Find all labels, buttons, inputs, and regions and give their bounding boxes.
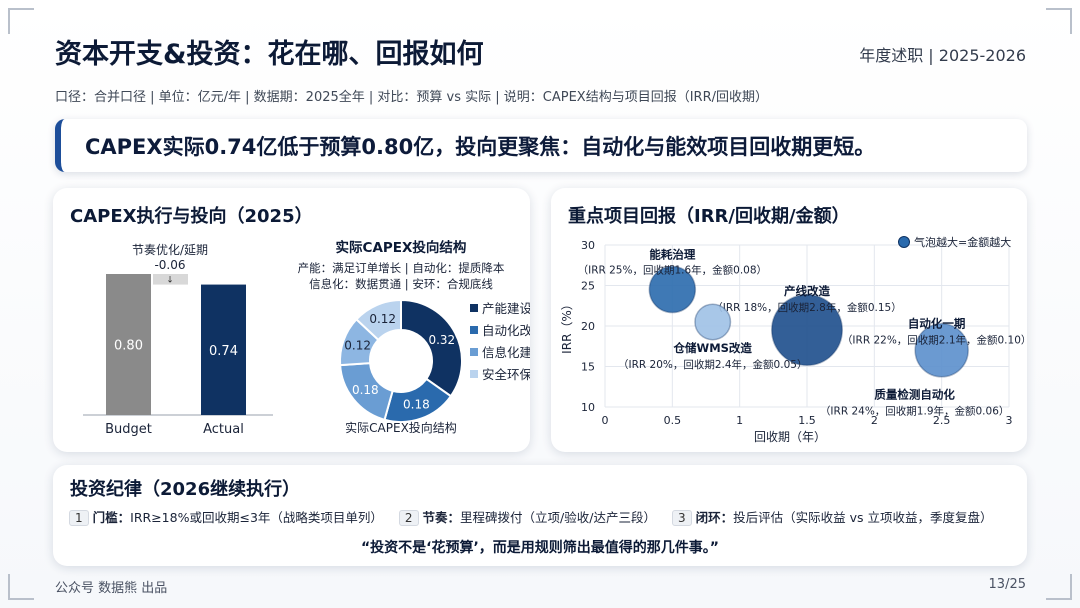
capex-card-title: CAPEX执行与投向（2025） — [70, 206, 313, 227]
legend-label: 安全环保 — [482, 367, 530, 382]
discipline-quote: “投资不是‘花预算’，而是用规则筛出最值得的那几件事。” — [360, 540, 720, 556]
bubble-desc-label: （IRR 22%，回收期2.1年，金额0.10） — [842, 333, 1027, 346]
headline-box: CAPEX实际0.74亿低于预算0.80亿，投向更聚焦：自动化与能效项目回收期更… — [55, 119, 1027, 172]
x-tick-label: 3 — [1006, 414, 1013, 427]
y-axis-label: IRR（%） — [560, 298, 574, 354]
gap-bar — [153, 274, 188, 285]
rule-text: IRR≥18%或回收期≤3年（战略类项目单列） — [130, 510, 383, 525]
donut-note: 产能：满足订单增长 | 自动化：提质降本 — [298, 261, 505, 275]
discipline-rules: 1 门槛：IRR≥18%或回收期≤3年（战略类项目单列） 2 节奏：里程碑拨付（立项… — [69, 507, 1004, 526]
corner-ornament — [8, 8, 34, 34]
donut-slice — [355, 298, 402, 342]
x-tick-label: 2.5 — [933, 414, 951, 427]
rule-label: 节奏： — [422, 510, 461, 525]
bar-value-label: 0.74 — [209, 344, 238, 359]
bar-value-label: 0.80 — [114, 339, 143, 354]
legend-label: 自动化改造 — [482, 323, 530, 338]
capex-card: CAPEX执行与投向（2025） ↓ 节奏优化/延期 -0.06 0.80 0.… — [53, 188, 530, 452]
legend-text: 气泡越大=金额越大 — [914, 235, 1011, 249]
page-subtitle: 口径：合并口径 | 单位：亿元/年 | 数据期：2025全年 | 对比：预算 v… — [55, 90, 768, 105]
rule-item: 1 门槛：IRR≥18%或回收期≤3年（战略类项目单列） — [69, 507, 383, 526]
legend-swatch — [470, 326, 478, 334]
bubble — [771, 294, 843, 367]
section-tag: 年度述职 | 2025-2026 — [859, 46, 1026, 65]
bar-category-label: Actual — [203, 422, 244, 437]
project-return-card: 重点项目回报（IRR/回收期/金额） 0 0.5 1 1.5 2 2.5 3 10 15 20 25… — [551, 188, 1027, 452]
donut-slice-label: 0.18 — [352, 383, 379, 397]
bubble-chart: 0 0.5 1 1.5 2 2.5 3 10 15 20 25 30 能耗治理 （IRR 25%，回收期… — [560, 235, 1027, 444]
rule-item: 2 节奏：里程碑拨付（立项/验收/达产三段） — [398, 507, 656, 526]
x-tick-label: 0.5 — [664, 414, 682, 427]
rule-number: 2 — [398, 510, 419, 526]
rule-number: 1 — [69, 510, 89, 526]
corner-ornament — [1046, 574, 1072, 600]
bubble-desc-label: （IRR 24%，回收期1.9年，金额0.06） — [820, 404, 1009, 417]
page-title: 资本开支&投资：花在哪、回报如何 — [55, 39, 484, 70]
bubble-name-label: 仓储WMS改造 — [673, 341, 753, 355]
x-axis-label: 回收期（年） — [754, 430, 826, 444]
donut-title: 实际CAPEX投向结构 — [336, 239, 467, 256]
donut-caption: 实际CAPEX投向结构 — [345, 420, 457, 435]
corner-ornament — [8, 574, 34, 600]
legend-label: 产能建设 — [482, 301, 530, 316]
page-number: 13/25 — [988, 577, 1026, 592]
y-tick-label: 25 — [581, 280, 595, 293]
donut-slice-label: 0.18 — [403, 397, 430, 411]
bar-actual — [201, 284, 246, 415]
footer-credit: 公众号 数据熊 出品 — [55, 581, 168, 596]
bubble-name-label: 产线改造 — [784, 284, 830, 298]
x-tick-label: 2 — [871, 414, 878, 427]
rule-text: 里程碑拨付（立项/验收/达产三段） — [460, 510, 656, 525]
gap-annotation-label: 节奏优化/延期 — [132, 243, 208, 257]
investment-discipline-card: 投资纪律（2026继续执行） 1 门槛：IRR≥18%或回收期≤3年（战略类项目单… — [53, 465, 1027, 566]
legend-swatch — [470, 370, 478, 378]
rule-text: 投后评估（实际收益 vs 立项收益，季度复盘） — [733, 510, 993, 525]
bubble-desc-label: （IRR 20%，回收期2.4年，金额0.05） — [618, 358, 807, 371]
legend-swatch — [470, 348, 478, 356]
legend-swatch — [470, 304, 478, 312]
donut-slice-label: 0.32 — [428, 333, 455, 347]
x-tick-label: 1 — [736, 414, 743, 427]
bubble — [694, 303, 732, 341]
bubble — [914, 323, 969, 378]
rule-number: 3 — [671, 510, 692, 526]
y-tick-label: 30 — [581, 239, 595, 252]
donut-note: 信息化：数据贯通 | 安环：合规底线 — [309, 277, 493, 291]
bar-category-label: Budget — [105, 422, 152, 437]
legend-label: 信息化建设 — [482, 345, 530, 360]
y-tick-label: 10 — [581, 401, 595, 414]
headline-text: CAPEX实际0.74亿低于预算0.80亿，投向更聚焦：自动化与能效项目回收期更… — [85, 135, 876, 159]
down-arrow-icon: ↓ — [166, 275, 174, 285]
donut-slice-label: 0.12 — [369, 312, 396, 326]
rule-label: 闭环： — [695, 510, 734, 525]
bubble — [648, 265, 697, 314]
bubble-desc-label: （IRR 25%，回收期1.6年，金额0.08） — [578, 264, 767, 277]
discipline-card-title: 投资纪律（2026继续执行） — [70, 479, 301, 500]
bubble-desc-label: （IRR 18%，回收期2.8年，金额0.15） — [712, 301, 901, 314]
x-tick-label: 1.5 — [798, 414, 816, 427]
capex-structure-donut: 实际CAPEX投向结构 产能：满足订单增长 | 自动化：提质降本 信息化：数据贯… — [298, 239, 530, 435]
budget-actual-bar-chart: ↓ 节奏优化/延期 -0.06 0.80 0.74 Budget Actual — [83, 243, 273, 437]
project-return-card-title: 重点项目回报（IRR/回收期/金额） — [568, 206, 850, 227]
bubble-name-label: 质量检测自动化 — [874, 387, 955, 401]
rule-item: 3 闭环：投后评估（实际收益 vs 立项收益，季度复盘） — [671, 507, 993, 526]
corner-ornament — [1046, 8, 1072, 34]
x-tick-label: 0 — [602, 414, 609, 427]
bar-budget — [106, 274, 151, 415]
bubble-name-label: 自动化一期 — [908, 316, 966, 330]
donut-slice-label: 0.12 — [344, 339, 371, 353]
capex-charts: ↓ 节奏优化/延期 -0.06 0.80 0.74 Budget Actual … — [83, 239, 530, 437]
gap-annotation-value: -0.06 — [154, 258, 185, 272]
legend-bubble-icon — [898, 236, 910, 248]
y-tick-label: 20 — [581, 320, 595, 333]
y-tick-label: 15 — [581, 361, 595, 374]
rule-label: 门槛： — [92, 510, 131, 525]
bubble-name-label: 能耗治理 — [649, 248, 695, 262]
donut-slice — [400, 298, 463, 398]
